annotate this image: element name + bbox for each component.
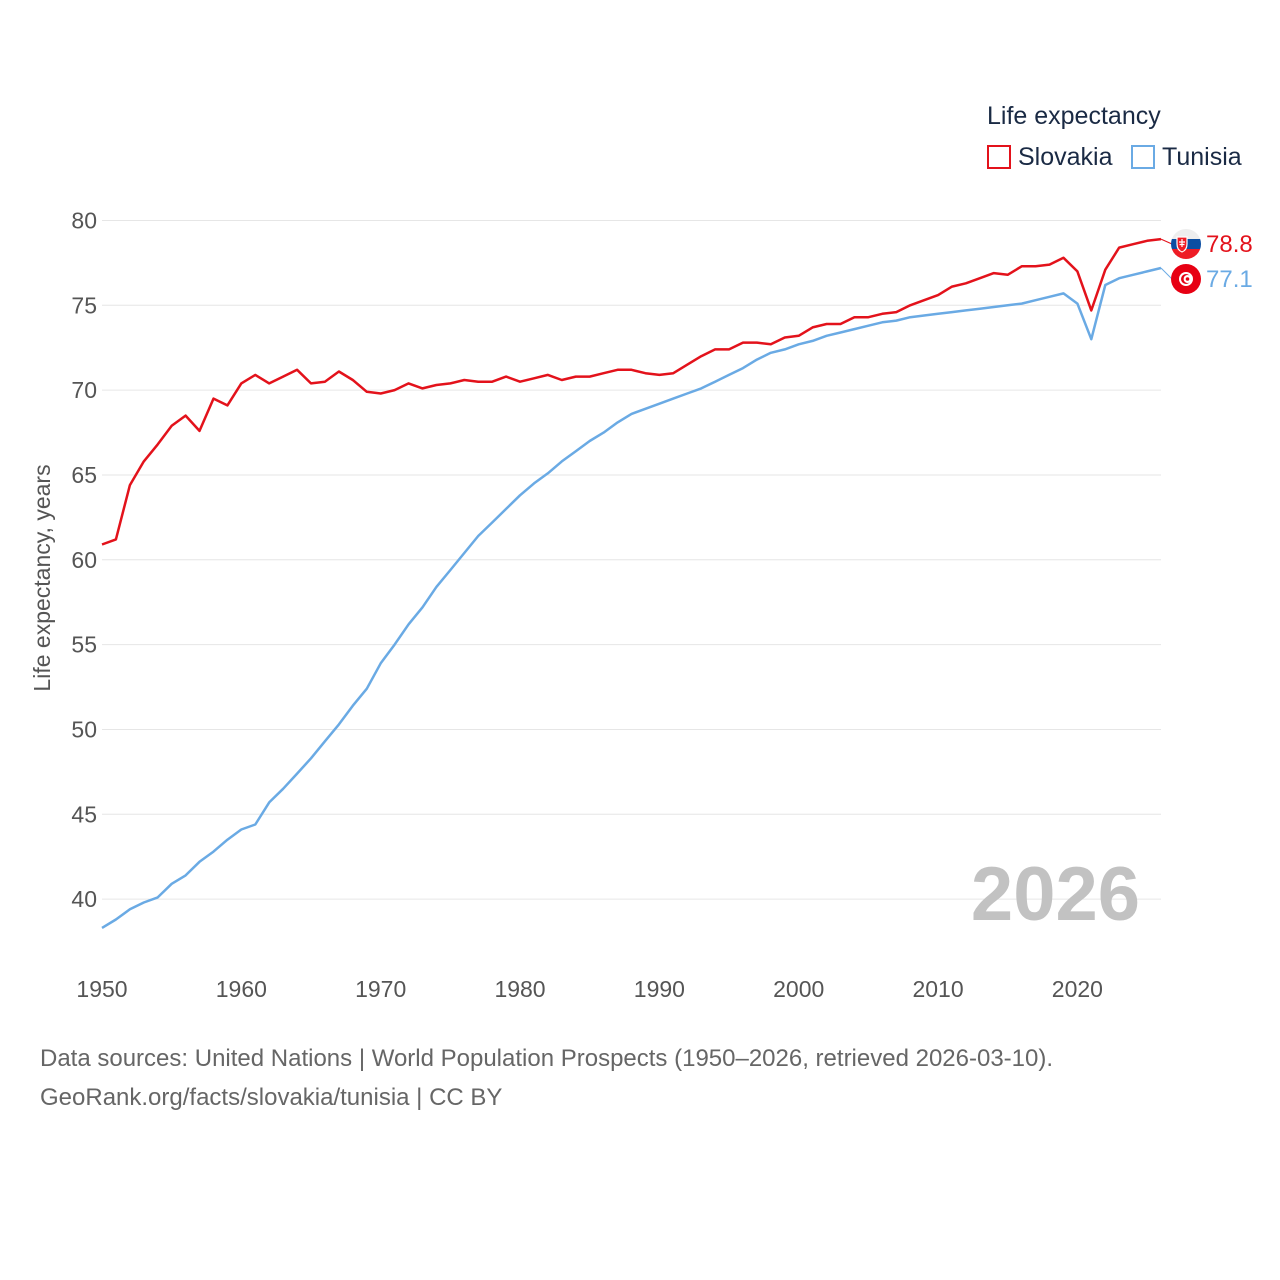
end-value-tunisia: 77.1 [1206,266,1253,293]
x-tick-1970: 1970 [355,976,406,1002]
x-tick-1950: 1950 [76,976,127,1002]
y-tick-60: 60 [71,547,97,573]
x-axis: 1950 1960 1970 1980 1990 2000 2010 2020 [76,976,1103,1002]
gridlines [102,219,1161,900]
x-tick-2010: 2010 [912,976,963,1002]
x-tick-1980: 1980 [494,976,545,1002]
y-tick-70: 70 [71,377,97,403]
series-lines [101,237,1162,929]
y-tick-55: 55 [71,632,97,658]
legend-item-tunisia[interactable]: Tunisia [1131,143,1242,171]
current-year-label: 2026 [971,852,1140,937]
end-labels: 78.8 77.1 [1160,229,1253,294]
slovakia-flag-icon [1171,229,1201,259]
legend-label-tunisia: Tunisia [1162,143,1242,171]
legend-swatch-slovakia [987,145,1011,169]
legend-label-slovakia: Slovakia [1018,143,1113,171]
end-value-slovakia: 78.8 [1206,231,1253,258]
x-tick-1990: 1990 [634,976,685,1002]
x-tick-2020: 2020 [1052,976,1103,1002]
series-line-slovakia[interactable] [101,237,1162,546]
connector-slovakia [1160,238,1173,245]
x-tick-1960: 1960 [216,976,267,1002]
y-tick-80: 80 [71,207,97,233]
footer-sources: Data sources: United Nations | World Pop… [40,1045,1054,1072]
y-tick-45: 45 [71,801,97,827]
series-line-tunisia[interactable] [101,266,1162,929]
footer-attribution[interactable]: GeoRank.org/facts/slovakia/tunisia | CC … [40,1084,503,1111]
y-axis: 40 45 50 55 60 65 70 75 80 [71,207,97,912]
life-expectancy-chart: Life expectancy Slovakia Tunisia 40 45 50 5… [29,102,1253,1002]
x-tick-2000: 2000 [773,976,824,1002]
y-axis-title: Life expectancy, years [29,464,55,691]
y-tick-65: 65 [71,462,97,488]
legend-swatch-tunisia [1131,145,1155,169]
tunisia-flag-icon [1171,264,1201,294]
y-tick-75: 75 [71,292,97,318]
legend-title: Life expectancy [987,102,1161,130]
connector-tunisia [1160,267,1173,280]
y-tick-50: 50 [71,716,97,742]
y-tick-40: 40 [71,886,97,912]
legend-item-slovakia[interactable]: Slovakia [987,143,1113,171]
